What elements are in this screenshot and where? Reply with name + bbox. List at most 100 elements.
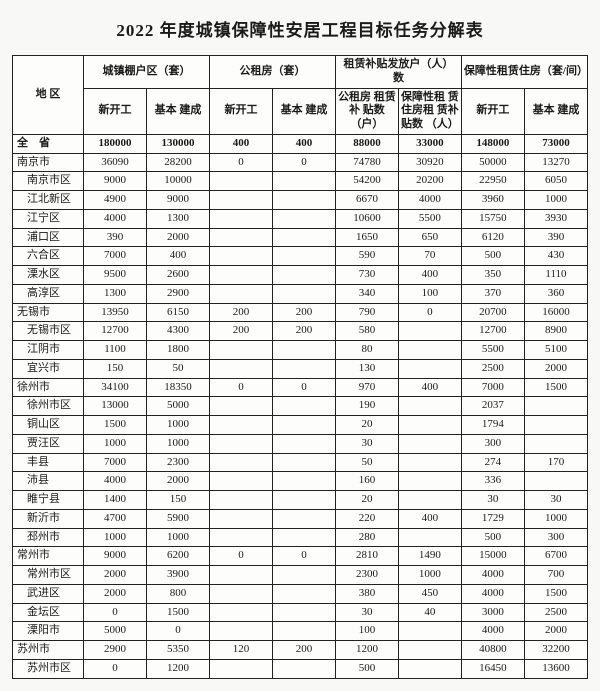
cell-region: 睢宁县 bbox=[13, 491, 84, 510]
cell-value: 500 bbox=[461, 247, 524, 266]
table-row: 六合区700040059070500430 bbox=[13, 247, 588, 266]
cell-value bbox=[272, 416, 335, 435]
cell-value bbox=[524, 397, 587, 416]
cell-value bbox=[209, 491, 272, 510]
table-row: 高淳区13002900340100370360 bbox=[13, 284, 588, 303]
cell-region: 新沂市 bbox=[13, 509, 84, 528]
cell-value: 340 bbox=[335, 284, 398, 303]
cell-value: 400 bbox=[209, 134, 272, 153]
cell-value: 6120 bbox=[461, 228, 524, 247]
hdr-region: 地 区 bbox=[13, 56, 84, 135]
cell-value bbox=[272, 472, 335, 491]
cell-value: 2000 bbox=[524, 359, 587, 378]
cell-value: 4000 bbox=[461, 566, 524, 585]
cell-value: 30 bbox=[524, 491, 587, 510]
cell-value: 2300 bbox=[147, 453, 210, 472]
cell-value bbox=[209, 453, 272, 472]
table-row: 江阴市110018008055005100 bbox=[13, 341, 588, 360]
hdr-c5: 公租房 租赁补 贴数 （户） bbox=[335, 88, 398, 134]
cell-region: 溧阳市 bbox=[13, 622, 84, 641]
cell-value: 0 bbox=[147, 622, 210, 641]
table-row: 南京市区9000100005420020200229506050 bbox=[13, 172, 588, 191]
cell-value: 2000 bbox=[524, 622, 587, 641]
cell-value: 220 bbox=[335, 509, 398, 528]
cell-value: 280 bbox=[335, 528, 398, 547]
cell-value bbox=[272, 341, 335, 360]
cell-value bbox=[272, 359, 335, 378]
cell-value: 5000 bbox=[147, 397, 210, 416]
cell-value bbox=[272, 528, 335, 547]
table-row: 沛县40002000160336 bbox=[13, 472, 588, 491]
cell-value: 370 bbox=[461, 284, 524, 303]
cell-value: 1490 bbox=[398, 547, 461, 566]
hdr-c3: 新开工 bbox=[209, 88, 272, 134]
hdr-group-1: 城镇棚户区（套） bbox=[84, 56, 210, 89]
cell-region: 溧水区 bbox=[13, 266, 84, 285]
cell-value bbox=[272, 266, 335, 285]
table-row: 武进区200080038045040001500 bbox=[13, 584, 588, 603]
cell-value: 1000 bbox=[524, 509, 587, 528]
cell-value: 4000 bbox=[461, 622, 524, 641]
cell-value: 1000 bbox=[147, 416, 210, 435]
cell-value: 6150 bbox=[147, 303, 210, 322]
cell-value: 130 bbox=[335, 359, 398, 378]
cell-value: 274 bbox=[461, 453, 524, 472]
cell-value: 200 bbox=[272, 303, 335, 322]
cell-value: 22950 bbox=[461, 172, 524, 191]
cell-region: 金坛区 bbox=[13, 603, 84, 622]
cell-value: 50 bbox=[335, 453, 398, 472]
cell-value: 590 bbox=[335, 247, 398, 266]
cell-value: 30920 bbox=[398, 153, 461, 172]
cell-value bbox=[209, 509, 272, 528]
table-row: 江北新区490090006670400039601000 bbox=[13, 191, 588, 210]
cell-value: 13000 bbox=[84, 397, 147, 416]
cell-value bbox=[209, 228, 272, 247]
cell-value: 4700 bbox=[84, 509, 147, 528]
cell-value: 1200 bbox=[335, 641, 398, 660]
cell-region: 全 省 bbox=[13, 134, 84, 153]
cell-value: 20700 bbox=[461, 303, 524, 322]
cell-region: 六合区 bbox=[13, 247, 84, 266]
cell-value bbox=[209, 472, 272, 491]
cell-value: 15750 bbox=[461, 209, 524, 228]
cell-value: 130000 bbox=[147, 134, 210, 153]
cell-value bbox=[398, 341, 461, 360]
cell-value: 2037 bbox=[461, 397, 524, 416]
cell-region: 南京市 bbox=[13, 153, 84, 172]
cell-value: 7000 bbox=[84, 453, 147, 472]
cell-value: 2000 bbox=[84, 566, 147, 585]
cell-value bbox=[209, 603, 272, 622]
cell-value bbox=[272, 566, 335, 585]
cell-value: 13950 bbox=[84, 303, 147, 322]
cell-value: 1500 bbox=[147, 603, 210, 622]
cell-value: 0 bbox=[272, 547, 335, 566]
table-row: 无锡市区127004300200200580127008900 bbox=[13, 322, 588, 341]
cell-value: 200 bbox=[272, 322, 335, 341]
cell-value: 2900 bbox=[147, 284, 210, 303]
table-row: 溧阳市5000010040002000 bbox=[13, 622, 588, 641]
cell-value: 1400 bbox=[84, 491, 147, 510]
cell-value: 0 bbox=[272, 153, 335, 172]
cell-value: 9000 bbox=[84, 547, 147, 566]
cell-value: 12700 bbox=[461, 322, 524, 341]
cell-value: 9000 bbox=[147, 191, 210, 210]
cell-region: 武进区 bbox=[13, 584, 84, 603]
cell-region: 南京市区 bbox=[13, 172, 84, 191]
cell-value bbox=[272, 584, 335, 603]
cell-value: 73000 bbox=[524, 134, 587, 153]
cell-value bbox=[398, 322, 461, 341]
cell-value: 1800 bbox=[147, 341, 210, 360]
cell-value: 1300 bbox=[147, 209, 210, 228]
cell-value: 500 bbox=[461, 528, 524, 547]
cell-value: 2810 bbox=[335, 547, 398, 566]
cell-value: 0 bbox=[84, 659, 147, 678]
cell-value bbox=[398, 659, 461, 678]
cell-value: 1500 bbox=[524, 584, 587, 603]
cell-value: 1100 bbox=[84, 341, 147, 360]
hdr-c4: 基本 建成 bbox=[272, 88, 335, 134]
table-row: 丰县7000230050274170 bbox=[13, 453, 588, 472]
cell-region: 无锡市 bbox=[13, 303, 84, 322]
cell-value bbox=[398, 416, 461, 435]
table-row: 南京市36090282000074780309205000013270 bbox=[13, 153, 588, 172]
cell-value bbox=[209, 566, 272, 585]
